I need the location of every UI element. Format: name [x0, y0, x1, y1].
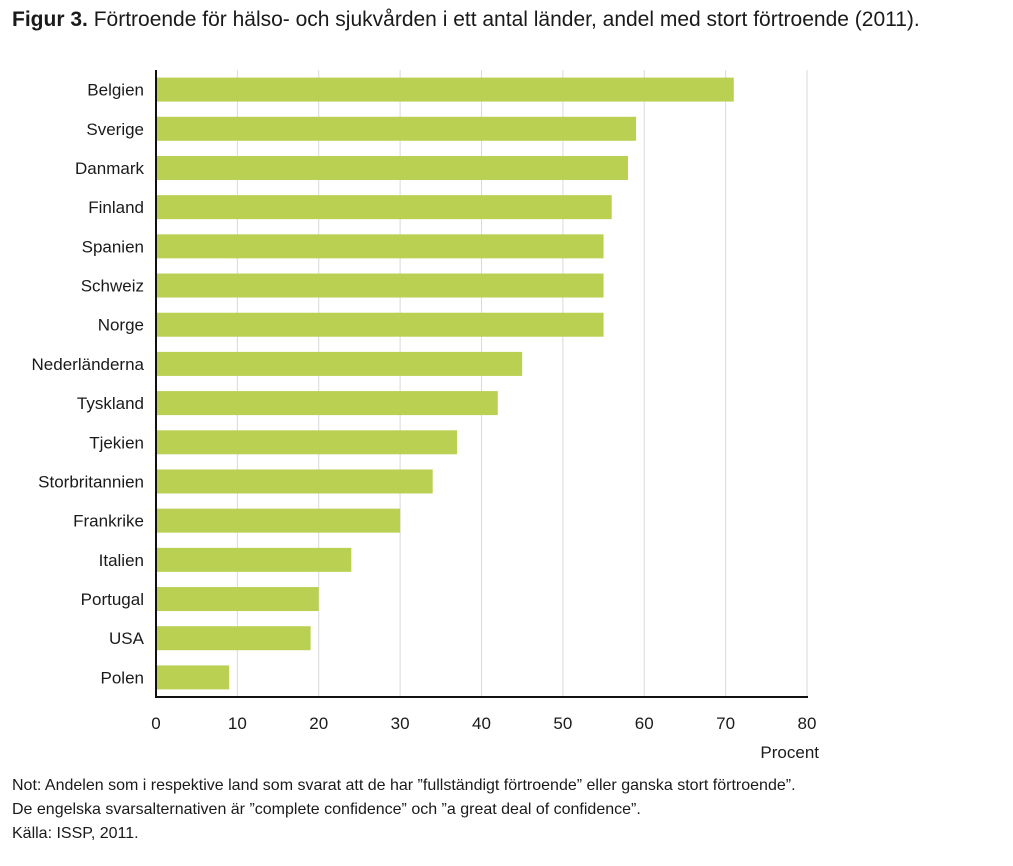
bar — [157, 195, 612, 220]
x-tick-label: 40 — [472, 714, 491, 733]
bar — [157, 430, 458, 455]
x-tick-label: 50 — [553, 714, 572, 733]
x-tick-label: 30 — [391, 714, 410, 733]
category-label: Finland — [88, 198, 144, 217]
category-label: USA — [109, 629, 145, 648]
note-line-2: De engelska svarsalternativen är ”comple… — [12, 801, 641, 818]
bar — [157, 508, 401, 533]
bar — [157, 587, 319, 612]
bar — [157, 665, 230, 690]
source-line: Källa: ISSP, 2011. — [12, 825, 139, 842]
bar — [157, 547, 352, 572]
category-label: Spanien — [82, 237, 144, 256]
category-label: Polen — [101, 668, 144, 687]
category-label: Italien — [99, 551, 144, 570]
category-labels: Belgien Sverige Danmark Finland Spanien Schwe… — [32, 81, 145, 688]
figure-title-text: Förtroende för hälso- och sjukvården i e… — [93, 8, 920, 31]
x-tick-label: 20 — [309, 714, 328, 733]
x-tick-label: 0 — [151, 714, 160, 733]
x-tick-label: 70 — [716, 714, 735, 733]
category-label: Sverige — [86, 120, 144, 139]
bar — [157, 391, 498, 416]
category-label: Danmark — [75, 159, 144, 178]
bar — [157, 351, 523, 376]
x-tick-label: 10 — [228, 714, 247, 733]
note-line-1: Not: Andelen som i respektive land som s… — [12, 777, 796, 794]
bar — [157, 273, 604, 298]
figure-title: Figur 3. Förtroende för hälso- och sjukv… — [12, 8, 920, 32]
category-label: Tjekien — [89, 433, 144, 452]
x-tick-label: 60 — [635, 714, 654, 733]
category-label: Schweiz — [81, 277, 144, 296]
axes — [155, 70, 808, 698]
notes: Not: Andelen som i respektive land som s… — [12, 774, 796, 846]
bar — [157, 312, 604, 337]
bar — [157, 626, 311, 651]
category-label: Nederländerna — [32, 355, 145, 374]
category-label: Norge — [98, 316, 144, 335]
bar — [157, 77, 734, 102]
tick-labels: 0 10 20 30 40 50 60 70 80 — [151, 714, 816, 733]
bar — [157, 234, 604, 259]
bar — [157, 116, 637, 141]
bar-chart: Belgien Sverige Danmark Finland Spanien Schwe… — [32, 70, 819, 762]
x-axis-label: Procent — [760, 743, 819, 762]
category-label: Storbritannien — [38, 472, 144, 491]
figure-label: Figur 3. — [12, 8, 88, 31]
bar — [157, 155, 628, 180]
category-label: Tyskland — [77, 394, 144, 413]
x-tick-label: 80 — [798, 714, 817, 733]
bar — [157, 469, 433, 494]
bars — [157, 77, 734, 690]
category-label: Portugal — [81, 590, 144, 609]
category-label: Belgien — [87, 81, 144, 100]
category-label: Frankrike — [73, 512, 144, 531]
